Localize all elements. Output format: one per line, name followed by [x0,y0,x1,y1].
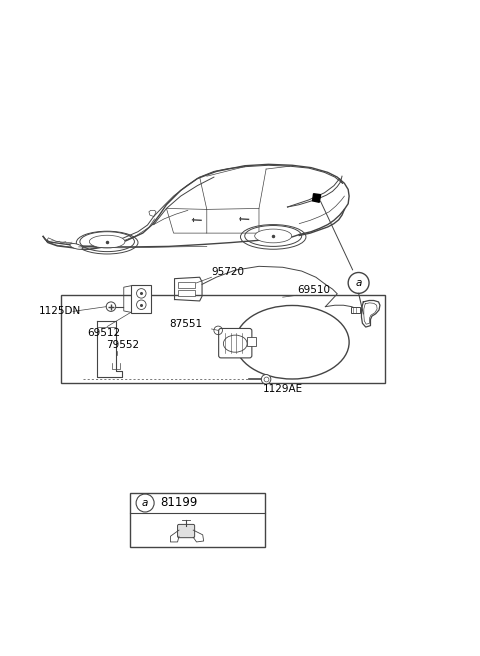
FancyBboxPatch shape [61,295,384,382]
Ellipse shape [240,224,306,249]
Text: 79552: 79552 [106,340,139,350]
FancyBboxPatch shape [179,283,195,288]
FancyBboxPatch shape [178,524,195,538]
Text: 81199: 81199 [160,497,198,510]
Ellipse shape [80,232,134,252]
Ellipse shape [235,306,349,379]
Ellipse shape [89,236,125,248]
FancyBboxPatch shape [179,290,195,296]
Circle shape [261,375,271,384]
Ellipse shape [70,243,83,249]
Text: 95720: 95720 [212,267,244,277]
Text: a: a [355,278,362,288]
FancyBboxPatch shape [131,285,151,314]
Text: 69510: 69510 [297,285,330,295]
Ellipse shape [245,226,301,247]
FancyBboxPatch shape [130,493,265,547]
Text: 1129AE: 1129AE [263,384,303,394]
Text: 69512: 69512 [87,328,120,338]
Text: 1125DN: 1125DN [38,306,81,316]
FancyBboxPatch shape [219,329,252,358]
Circle shape [106,302,116,312]
Text: a: a [142,498,148,508]
Polygon shape [312,194,321,202]
Text: 87551: 87551 [169,319,202,329]
FancyBboxPatch shape [351,307,360,313]
FancyBboxPatch shape [247,337,256,346]
Ellipse shape [255,229,292,243]
Ellipse shape [76,231,138,254]
